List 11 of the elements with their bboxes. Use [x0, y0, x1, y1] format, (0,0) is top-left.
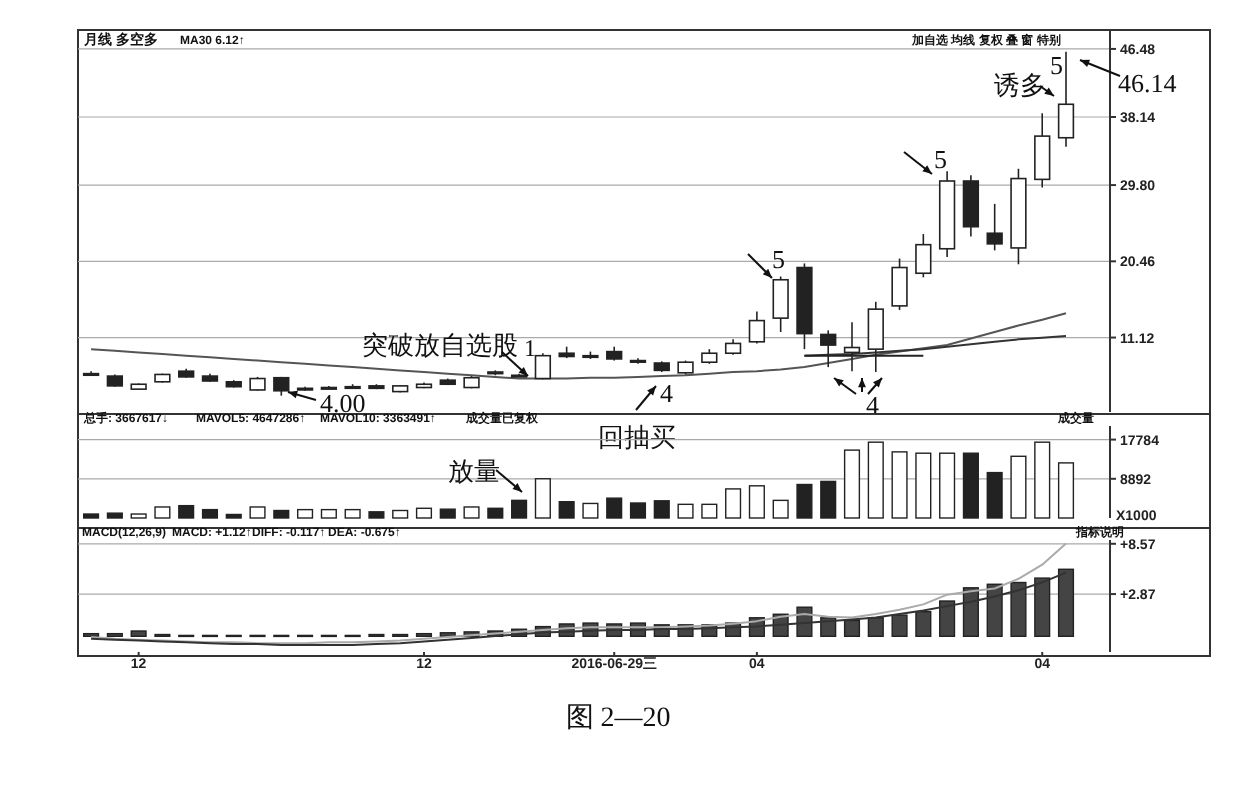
annotation: 放量: [448, 456, 500, 486]
caption: 图 2—20: [565, 704, 671, 734]
annotation: 4: [866, 390, 880, 420]
annotation: 5: [772, 244, 785, 274]
annotation: 诱多: [994, 70, 1046, 100]
annotation: 4: [660, 378, 674, 408]
annotation: 1: [524, 334, 536, 362]
annotation: 5: [1050, 50, 1063, 80]
text: 46.14: [1118, 68, 1178, 98]
annotation: 5: [934, 144, 947, 174]
annotation: 突破放自选股: [362, 330, 518, 360]
